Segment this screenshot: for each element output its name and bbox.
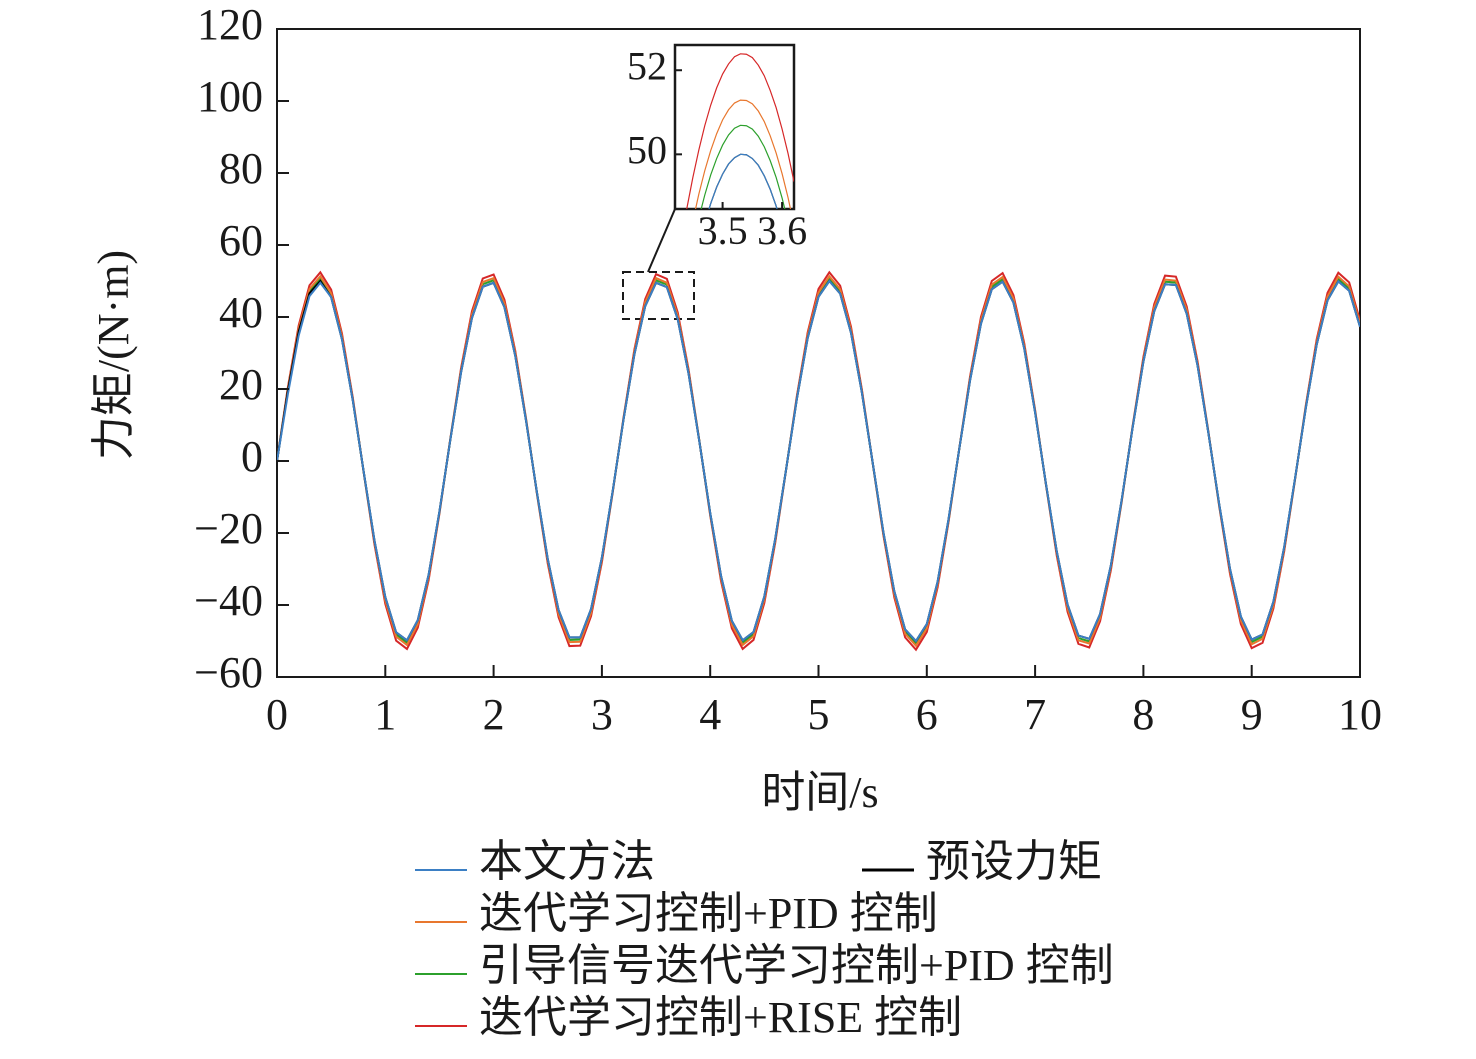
x-tick-label: 5 (808, 690, 830, 739)
series-line (686, 53, 794, 209)
y-tick-label: 80 (219, 144, 263, 193)
x-tick-label: 10 (1338, 690, 1382, 739)
x-tick-label: 9 (1241, 690, 1263, 739)
series-line (277, 270, 1360, 652)
y-tick-label: 20 (219, 360, 263, 409)
y-tick-label: 0 (241, 432, 263, 481)
x-axis-label: 时间/s (761, 768, 878, 817)
series-line (700, 124, 786, 209)
series-line (277, 274, 1360, 648)
legend-label: 引导信号迭代学习控制+PID 控制 (479, 941, 1114, 990)
y-tick-label: −40 (194, 576, 263, 625)
x-tick-label: 0 (266, 690, 288, 739)
y-axis-label: 力矩/(N·m) (89, 250, 138, 460)
y-tick-label: −20 (194, 504, 263, 553)
x-tick-label: 3 (591, 690, 613, 739)
y-tick-label: 50 (627, 128, 667, 173)
series-line (277, 276, 1360, 646)
series-line (277, 279, 1360, 643)
legend-label: 迭代学习控制+RISE 控制 (479, 993, 962, 1042)
x-tick-label: 2 (483, 690, 505, 739)
x-tick-label: 7 (1024, 690, 1046, 739)
y-tick-label: −60 (194, 648, 263, 697)
y-tick-label: 120 (197, 0, 263, 49)
y-tick-label: 100 (197, 72, 263, 121)
series-line (708, 153, 778, 209)
series-group (277, 270, 1360, 652)
zoom-connector (647, 208, 676, 273)
x-tick-label: 6 (916, 690, 938, 739)
x-tick-label: 4 (699, 690, 721, 739)
plot-frame (276, 28, 1361, 678)
legend-label: 本文方法 (479, 837, 655, 886)
zoom-box (622, 271, 695, 320)
series-group (686, 53, 794, 209)
inset-frame (673, 43, 796, 211)
x-tick-label: 3.6 (757, 208, 807, 253)
y-tick-label: 52 (627, 43, 667, 88)
x-tick-label: 3.5 (698, 208, 748, 253)
y-tick-label: 60 (219, 216, 263, 265)
series-line (277, 279, 1360, 643)
series-line (694, 99, 792, 209)
y-tick-label: 40 (219, 288, 263, 337)
legend-label: 预设力矩 (926, 837, 1102, 886)
legend-label: 迭代学习控制+PID 控制 (479, 889, 938, 938)
x-tick-label: 1 (374, 690, 396, 739)
x-tick-label: 8 (1132, 690, 1154, 739)
